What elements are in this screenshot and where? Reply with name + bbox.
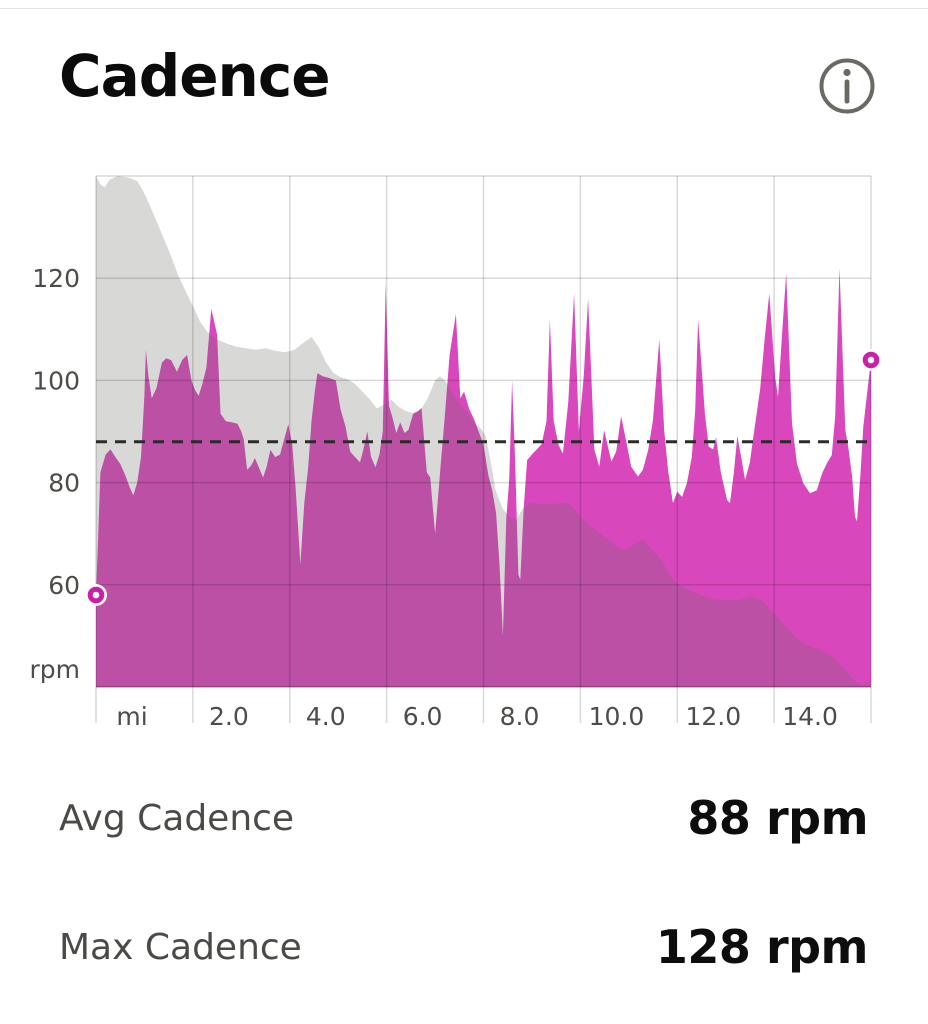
y-tick-label: 120 (32, 264, 80, 293)
x-tick-label: 12.0 (685, 702, 741, 731)
y-tick-label: 80 (48, 469, 80, 498)
start-marker (85, 584, 107, 606)
x-tick-label: 4.0 (306, 702, 346, 731)
y-axis-labels: 60 80 100 120 rpm (29, 264, 80, 684)
y-axis-unit-label: rpm (29, 655, 80, 684)
max-cadence-value: 128 rpm (655, 920, 869, 974)
x-tick-label: 10.0 (589, 702, 645, 731)
info-button[interactable] (817, 56, 877, 116)
x-tick-label: 14.0 (782, 702, 838, 731)
x-tick-label: 8.0 (500, 702, 540, 731)
y-tick-label: 60 (48, 571, 80, 600)
avg-cadence-row: Avg Cadence 88 rpm (59, 790, 868, 846)
x-axis-labels: mi 2.0 4.0 6.0 8.0 10.0 12.0 14.0 (116, 702, 838, 731)
x-tick-label: 6.0 (403, 702, 443, 731)
cadence-rpm-area (96, 268, 871, 687)
x-tick-label: 2.0 (209, 702, 249, 731)
max-cadence-label: Max Cadence (59, 926, 302, 968)
x-axis-unit-label: mi (116, 702, 147, 731)
avg-cadence-value: 88 rpm (687, 791, 868, 845)
end-marker (860, 349, 882, 371)
cadence-chart[interactable]: mi 2.0 4.0 6.0 8.0 10.0 12.0 14.0 60 80 100 120 rpm (0, 150, 928, 750)
page-title: Cadence (59, 42, 331, 110)
max-cadence-row: Max Cadence 128 rpm (59, 919, 869, 975)
info-icon (819, 58, 875, 114)
elevation-profile-overlay-area (96, 176, 871, 687)
y-tick-label: 100 (32, 366, 80, 395)
top-divider (0, 8, 928, 9)
avg-cadence-label: Avg Cadence (59, 797, 295, 839)
grid (95, 175, 872, 723)
